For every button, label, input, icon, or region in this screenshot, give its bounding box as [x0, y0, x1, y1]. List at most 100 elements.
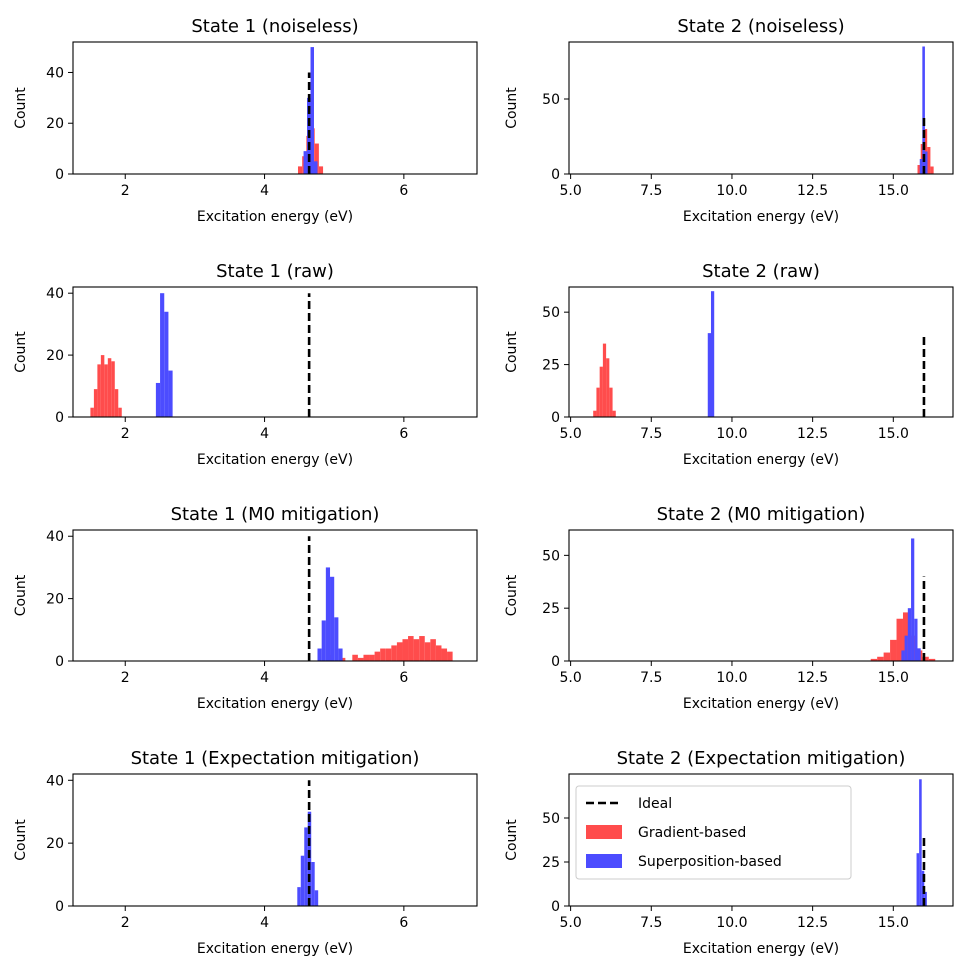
histogram-bar [330, 576, 335, 661]
histogram-bar [100, 355, 105, 417]
histogram-bar [321, 620, 326, 661]
y-tick-label: 0 [55, 654, 64, 670]
y-tick-label: 0 [55, 899, 64, 915]
x-axis-label: Excitation energy (eV) [683, 696, 839, 712]
x-axis-label: Excitation energy (eV) [683, 941, 839, 957]
y-tick-label: 40 [46, 65, 64, 81]
x-tick-label: 10.0 [716, 915, 747, 931]
x-tick-label: 6 [399, 426, 408, 442]
y-axis-label: Count [13, 819, 29, 861]
histogram-bar [297, 887, 301, 906]
histogram-bar [310, 47, 314, 174]
subplot-title: State 1 (raw) [216, 261, 334, 282]
axes-frame [72, 286, 478, 418]
series-superposition [707, 291, 715, 417]
histogram-bar [155, 382, 161, 417]
y-axis-label: Count [13, 574, 29, 616]
histogram-bar [441, 648, 448, 661]
histogram-bar [612, 410, 616, 417]
subplot-title: State 1 (noiseless) [191, 16, 358, 37]
histogram-bar [890, 639, 897, 661]
histogram-bar [919, 159, 923, 174]
histogram-bar [107, 358, 112, 417]
x-tick-label: 2 [121, 670, 130, 686]
series-superposition [155, 293, 173, 417]
subplot-title: State 2 (raw) [702, 261, 820, 282]
histogram-bar [352, 654, 358, 661]
subplot-title: State 1 (M0 mitigation) [171, 504, 380, 525]
histogram-bar [593, 410, 597, 417]
legend: Ideal Gradient-based Superposition-based [575, 785, 852, 880]
x-tick-label: 7.5 [640, 670, 662, 686]
series-gradient [327, 636, 453, 661]
histogram-bar [90, 407, 94, 417]
y-tick-label: 40 [46, 773, 64, 789]
x-axis-label: Excitation energy (eV) [197, 452, 353, 468]
y-tick-label: 20 [46, 592, 64, 608]
x-tick-label: 4 [260, 915, 269, 931]
histogram-bar [307, 811, 312, 906]
histogram-bar [419, 636, 425, 661]
y-tick-label: 0 [551, 899, 560, 915]
histogram-bar [338, 648, 343, 661]
histogram-bar [318, 166, 324, 174]
histogram-bar [911, 538, 915, 661]
histogram-bar [596, 387, 600, 417]
legend-box [575, 785, 852, 880]
histogram-bar [369, 654, 375, 661]
subplot-title: State 2 (noiseless) [677, 16, 844, 37]
y-axis-label: Count [504, 331, 520, 373]
x-tick-label: 6 [399, 670, 408, 686]
subplot-7: 2 4 6 0 20 40 State 1 (Expectation mitigation)… [13, 748, 478, 957]
histogram-bar [164, 311, 169, 417]
subplot-title: State 2 (Expectation mitigation) [617, 748, 906, 769]
histogram-bar [916, 853, 920, 906]
histogram-bar [304, 827, 308, 906]
legend-color-patch-icon [586, 854, 622, 868]
series-superposition [297, 811, 319, 906]
x-tick-label: 12.5 [797, 426, 828, 442]
x-tick-label: 10.0 [716, 183, 747, 199]
histogram-bar [602, 343, 607, 417]
histogram-bar [317, 648, 322, 661]
histogram-bar [357, 657, 364, 661]
histogram-bar [917, 165, 921, 174]
histogram-bar [928, 658, 936, 661]
y-axis-label: Count [13, 87, 29, 129]
histogram-bar [901, 650, 905, 661]
legend-item: Superposition-based [586, 854, 782, 870]
histogram-bar [922, 656, 929, 661]
x-tick-label: 7.5 [640, 183, 662, 199]
histogram-bar [303, 151, 308, 174]
histogram-bar [606, 358, 610, 417]
histogram-bar [402, 639, 409, 661]
histogram-bar [300, 855, 305, 906]
subplot-1: 2 4 6 0 20 40 State 1 (noiseless) Excitation en… [13, 16, 478, 225]
x-tick-label: 6 [399, 183, 408, 199]
histogram-bar [896, 618, 903, 661]
x-tick-label: 4 [260, 426, 269, 442]
subplot-5: 2 4 6 0 20 40 State 1 (M0 mitigation) Excitatio… [13, 504, 478, 712]
x-tick-label: 15.0 [878, 670, 909, 686]
histogram-bar [877, 656, 884, 661]
histogram-bar [609, 387, 613, 417]
x-tick-label: 7.5 [640, 426, 662, 442]
legend-color-patch-icon [586, 825, 622, 839]
histogram-bar [917, 648, 921, 661]
y-tick-label: 0 [55, 167, 64, 183]
x-axis-label: Excitation energy (eV) [683, 452, 839, 468]
x-tick-label: 6 [399, 915, 408, 931]
y-tick-label: 20 [46, 116, 64, 132]
subplot-8: 5.0 7.5 10.0 12.5 15.0 0 25 50 State 2 (Expectat… [504, 748, 954, 957]
histogram-bar [93, 389, 98, 417]
y-tick-label: 40 [46, 529, 64, 545]
series-superposition [317, 567, 343, 661]
x-axis-label: Excitation energy (eV) [197, 941, 353, 957]
y-axis-label: Count [504, 574, 520, 616]
histogram-bar [374, 651, 381, 661]
subplot-2: 5.0 7.5 10.0 12.5 15.0 0 50 State 2 (noiseless)… [504, 16, 954, 225]
legend-label: Ideal [638, 796, 672, 812]
histogram-bar [97, 364, 101, 417]
